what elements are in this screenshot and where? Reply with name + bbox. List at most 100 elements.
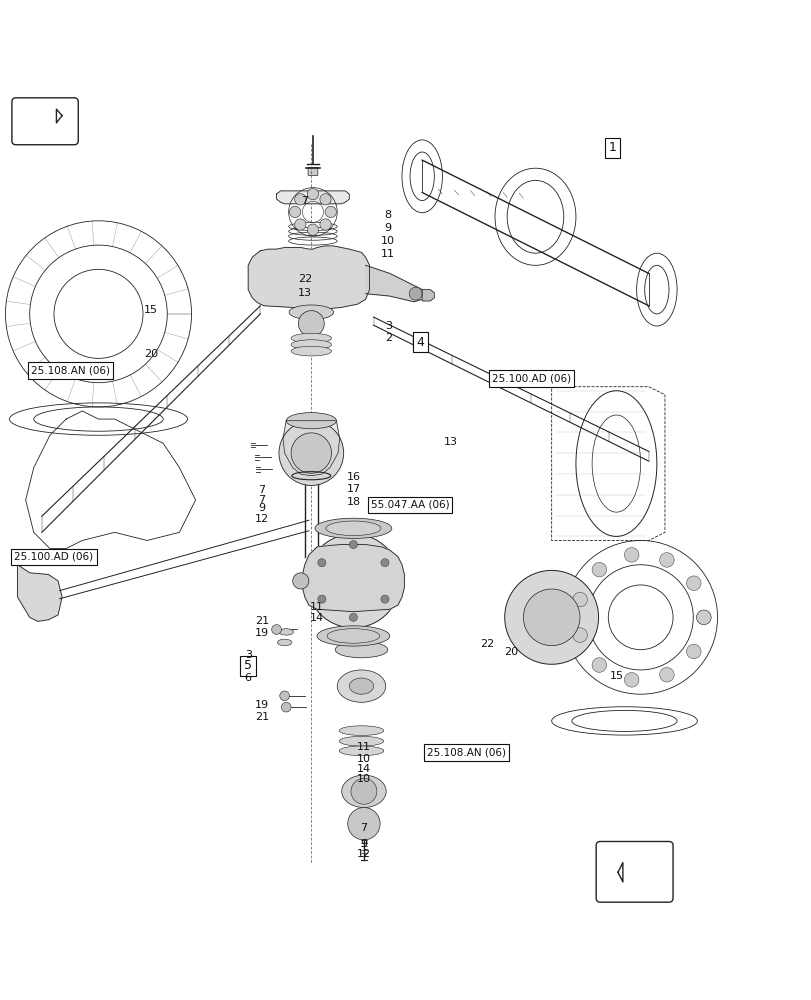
Text: 4: 4 bbox=[416, 336, 424, 349]
Text: 18: 18 bbox=[346, 497, 360, 507]
Ellipse shape bbox=[316, 626, 389, 646]
Circle shape bbox=[696, 610, 710, 625]
Polygon shape bbox=[422, 290, 434, 301]
Ellipse shape bbox=[325, 521, 380, 536]
Text: 9: 9 bbox=[360, 839, 367, 849]
Circle shape bbox=[349, 613, 357, 621]
Ellipse shape bbox=[286, 413, 336, 429]
Circle shape bbox=[409, 287, 422, 300]
Text: 5: 5 bbox=[244, 659, 252, 672]
Circle shape bbox=[624, 673, 638, 687]
Text: 10: 10 bbox=[357, 754, 371, 764]
Text: 21: 21 bbox=[255, 616, 268, 626]
Ellipse shape bbox=[339, 746, 384, 756]
Circle shape bbox=[294, 219, 306, 230]
Circle shape bbox=[320, 194, 331, 205]
Text: 8: 8 bbox=[384, 210, 391, 220]
Polygon shape bbox=[365, 265, 426, 302]
Text: 19: 19 bbox=[255, 628, 268, 638]
Circle shape bbox=[306, 534, 400, 628]
Circle shape bbox=[659, 667, 673, 682]
Text: 7: 7 bbox=[360, 823, 367, 833]
Text: 19: 19 bbox=[255, 700, 268, 710]
Ellipse shape bbox=[339, 726, 384, 735]
Text: 15: 15 bbox=[608, 671, 623, 681]
Circle shape bbox=[280, 691, 289, 701]
Ellipse shape bbox=[292, 573, 308, 589]
Text: 25.108.AN (06): 25.108.AN (06) bbox=[31, 366, 109, 376]
Text: 7: 7 bbox=[258, 485, 265, 495]
Circle shape bbox=[298, 311, 324, 337]
Circle shape bbox=[591, 658, 606, 672]
Circle shape bbox=[572, 592, 586, 607]
Ellipse shape bbox=[349, 678, 373, 694]
Circle shape bbox=[685, 576, 700, 590]
Ellipse shape bbox=[279, 629, 293, 635]
Polygon shape bbox=[283, 421, 339, 476]
Text: 2: 2 bbox=[384, 333, 391, 343]
Text: 10: 10 bbox=[357, 774, 371, 784]
Circle shape bbox=[317, 595, 325, 603]
Text: 55.047.AA (06): 55.047.AA (06) bbox=[371, 500, 448, 510]
Ellipse shape bbox=[290, 346, 331, 356]
Text: 12: 12 bbox=[356, 849, 371, 859]
Circle shape bbox=[572, 628, 586, 642]
Polygon shape bbox=[277, 191, 349, 204]
Text: 22: 22 bbox=[479, 639, 493, 649]
Circle shape bbox=[317, 559, 325, 567]
Circle shape bbox=[279, 421, 343, 485]
Text: 3: 3 bbox=[384, 321, 391, 331]
Text: 11: 11 bbox=[380, 249, 395, 259]
Ellipse shape bbox=[277, 639, 291, 646]
Text: 13: 13 bbox=[443, 437, 457, 447]
Text: 25.108.AN (06): 25.108.AN (06) bbox=[427, 747, 505, 757]
Text: 21: 21 bbox=[255, 712, 268, 722]
Text: 14: 14 bbox=[356, 764, 371, 774]
Polygon shape bbox=[302, 545, 404, 612]
Text: 12: 12 bbox=[255, 514, 268, 524]
Ellipse shape bbox=[341, 775, 386, 808]
Text: 13: 13 bbox=[298, 288, 311, 298]
Circle shape bbox=[350, 778, 376, 804]
Ellipse shape bbox=[339, 736, 384, 746]
Circle shape bbox=[380, 595, 388, 603]
Text: 16: 16 bbox=[346, 472, 360, 482]
Circle shape bbox=[504, 570, 598, 664]
Circle shape bbox=[307, 188, 318, 200]
Circle shape bbox=[380, 559, 388, 567]
Circle shape bbox=[294, 194, 306, 205]
FancyBboxPatch shape bbox=[595, 841, 672, 902]
Text: 3: 3 bbox=[244, 650, 251, 660]
Text: 1: 1 bbox=[607, 141, 616, 154]
Text: 9: 9 bbox=[258, 503, 265, 513]
Circle shape bbox=[347, 808, 380, 840]
Text: 7: 7 bbox=[258, 495, 265, 505]
Text: 10: 10 bbox=[380, 236, 395, 246]
Text: 11: 11 bbox=[357, 742, 371, 752]
Ellipse shape bbox=[315, 518, 392, 538]
Text: 25.100.AD (06): 25.100.AD (06) bbox=[15, 552, 93, 562]
Circle shape bbox=[281, 702, 290, 712]
Text: 20: 20 bbox=[504, 647, 517, 657]
Circle shape bbox=[272, 625, 281, 634]
Circle shape bbox=[324, 553, 381, 609]
Circle shape bbox=[349, 540, 357, 549]
Ellipse shape bbox=[335, 642, 388, 658]
Text: 7: 7 bbox=[301, 196, 308, 206]
Polygon shape bbox=[18, 565, 62, 621]
Text: 22: 22 bbox=[298, 274, 311, 284]
Circle shape bbox=[320, 219, 331, 230]
Circle shape bbox=[696, 610, 710, 625]
Circle shape bbox=[591, 562, 606, 577]
Circle shape bbox=[523, 589, 579, 646]
Text: 6: 6 bbox=[244, 673, 251, 683]
Circle shape bbox=[307, 224, 318, 235]
FancyBboxPatch shape bbox=[307, 167, 317, 176]
Polygon shape bbox=[248, 246, 369, 309]
Ellipse shape bbox=[289, 305, 333, 320]
Circle shape bbox=[685, 644, 700, 659]
FancyBboxPatch shape bbox=[12, 98, 78, 145]
Circle shape bbox=[324, 206, 336, 218]
Text: 25.100.AD (06): 25.100.AD (06) bbox=[491, 374, 570, 384]
Ellipse shape bbox=[290, 333, 331, 343]
